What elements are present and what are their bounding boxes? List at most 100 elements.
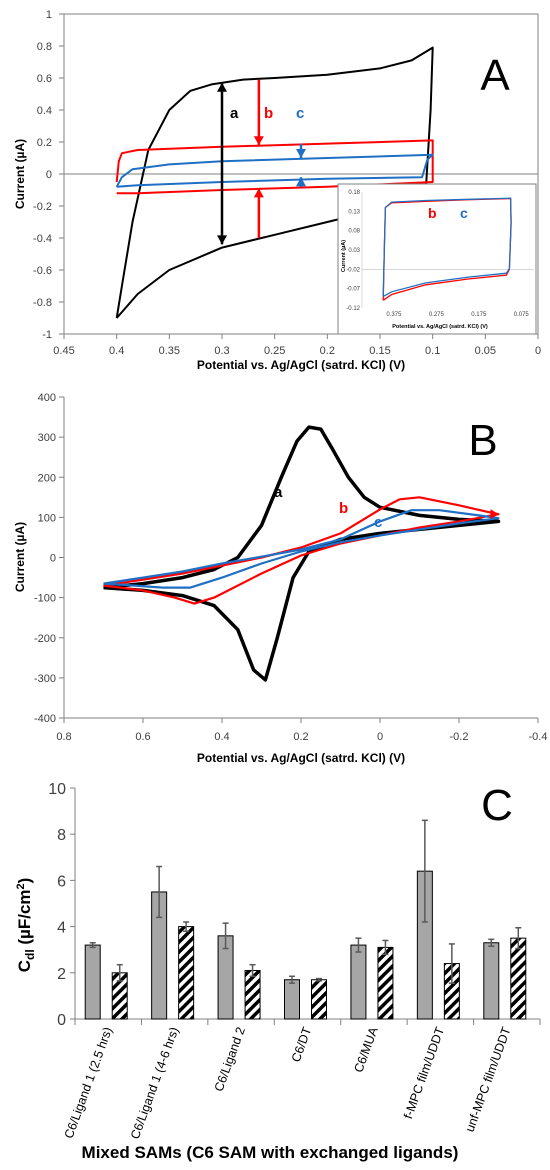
inset-y-tick-label: 0.13 [348, 209, 360, 215]
panel-a-y-tick-label: -0.4 [33, 233, 52, 245]
arrow-a-head [217, 235, 227, 245]
panel-c-category-label: C6/DT [289, 1025, 315, 1064]
curve-label-b: b [339, 500, 348, 517]
panel-a-x-tick-label: 0.4 [109, 345, 124, 357]
panel-b-y-tick-label: 300 [38, 432, 56, 444]
panel-b-y-tick-label: 200 [38, 472, 56, 484]
panel-a-y-tick-label: 0.8 [37, 41, 52, 53]
panel-b-x-tick-label: 0.2 [293, 731, 308, 743]
inset-y-tick-label: -0.07 [346, 287, 360, 293]
inset-x-tick-label: 0.075 [514, 312, 530, 318]
inset-x-tick-label: 0.275 [429, 312, 445, 318]
panel-b-x-tick-label: -0.4 [529, 731, 548, 743]
panel-b-y-tick-label: -300 [34, 673, 56, 685]
panel-a-chart: 0.45 0.4 0.35 0.3 0.25 0.2 0.15 0.1 0.05 0 -1 -0.8… [13, 9, 541, 372]
inset-x-axis-label: Potential vs. Ag/AgCl (satrd. KCl) (V) [392, 324, 488, 330]
panel-b-series-c-curve [103, 509, 500, 589]
panel-b-chart: 0.8 0.6 0.4 0.2 0 -0.2 -0.4 -400 -300 -200 -100 0 1… [13, 392, 547, 765]
panel-a-x-tick-label: 0.35 [159, 345, 180, 357]
inset-series-c-curve [382, 197, 512, 297]
inset-frame [337, 183, 537, 335]
panel-b-y-tick-label: -100 [34, 593, 56, 605]
panel-b-x-tick-label: 0.8 [56, 731, 71, 743]
inset-y-tick-label: -0.02 [346, 267, 360, 273]
panel-a-series-b-curve [115, 139, 434, 195]
inset-y-tick-label: 0.03 [348, 248, 360, 254]
bar-hatched [244, 969, 261, 1020]
panel-a-x-tick-label: 0.05 [475, 345, 496, 357]
panel-c-category-label: C6/Ligand 2 [212, 1025, 248, 1093]
bar-hatched [178, 926, 195, 1020]
panel-c-y-tick-label: 8 [57, 827, 66, 844]
panel-b-x-tick-label: 0.4 [214, 731, 229, 743]
panel-letter-c: C [481, 781, 513, 830]
panel-a-x-tick-label: 0 [535, 345, 541, 357]
panel-b-y-tick-label: 0 [50, 553, 56, 565]
panel-b-red-arrowhead [490, 509, 499, 520]
curve-label-a: a [274, 484, 283, 501]
panel-b-y-tick-label: 100 [38, 512, 56, 524]
panel-letter-a: A [480, 51, 510, 100]
panel-a-inset-chart: 0.375 0.275 0.175 0.075 0.18 0.13 0.08 0.03 -0.… [337, 183, 537, 335]
panel-b-x-tick-label: 0.6 [135, 731, 150, 743]
inset-y-tick-label: 0.18 [348, 190, 360, 196]
arrow-b-bottom-head [253, 188, 264, 198]
bar-hatched [311, 979, 327, 1020]
panel-b-x-tick-label: -0.2 [450, 731, 469, 743]
bar-hatched [377, 946, 394, 1020]
panel-b-x-tick-label: 0 [377, 731, 383, 743]
label-a: a [230, 105, 239, 122]
inset-label-c: c [460, 205, 468, 221]
panel-a-series-c-curve [115, 153, 434, 188]
curve-label-c: c [374, 514, 382, 531]
panel-c-category-label: unf-MPC film/UDDT [463, 1025, 514, 1134]
inset-x-tick-label: 0.375 [386, 312, 402, 318]
panel-b-x-axis-label: Potential vs. Ag/AgCl (satrd. KCl) (V) [197, 751, 405, 765]
label-b: b [264, 105, 273, 122]
panel-b-series-a-curve [103, 425, 501, 682]
bar-solid [350, 944, 367, 1020]
panel-a-y-tick-label: -0.2 [33, 201, 52, 213]
panel-a-y-tick-label: 0.2 [37, 137, 52, 149]
panel-letter-b: B [468, 416, 497, 465]
inset-label-b: b [428, 205, 437, 221]
panel-c-chart: 0 2 4 6 8 10 C6/Ligand 1 (2.5 hrs) C6/Ligand 1… [15, 781, 541, 1162]
panel-a-y-axis-label: Current (µA) [13, 139, 27, 209]
inset-x-tick-label: 0.175 [471, 312, 487, 318]
panel-c-y-tick-label: 2 [57, 966, 66, 983]
panel-a-y-tick-label: 0 [46, 169, 52, 181]
panel-b-y-tick-label: 400 [38, 392, 56, 404]
panel-a-y-tick-label: -0.6 [33, 265, 52, 277]
panel-c-y-tick-label: 10 [48, 781, 66, 798]
bar-solid [284, 979, 300, 1020]
panel-b-y-axis-label: Current (µA) [13, 522, 27, 592]
panel-c-y-tick-label: 4 [57, 920, 66, 937]
panel-a-x-tick-label: 0.3 [214, 345, 229, 357]
panel-a-y-tick-label: -0.8 [33, 297, 52, 309]
arrow-b-top-head [253, 136, 264, 146]
panel-a-x-tick-label: 0.25 [264, 345, 285, 357]
bar-hatched [510, 937, 527, 1020]
panel-b-y-tick-label: -200 [34, 633, 56, 645]
bar-solid [483, 942, 500, 1020]
panel-c-y-tick-label: 6 [57, 873, 66, 890]
panel-a-y-tick-label: 0.4 [37, 105, 52, 117]
panel-c-category-label: C6/Ligand 1 (4-6 hrs) [128, 1025, 182, 1141]
panel-a-x-tick-label: 0.2 [320, 345, 335, 357]
panel-a-x-tick-label: 0.45 [53, 345, 74, 357]
panel-c-category-label: C6/Ligand 1 (2.5 hrs) [62, 1025, 115, 1140]
panel-c-y-tick-label: 0 [57, 1012, 66, 1029]
panel-a-x-tick-label: 0.1 [425, 345, 440, 357]
bar-solid [84, 944, 101, 1020]
arrow-c-top-head [296, 149, 306, 158]
label-c: c [296, 105, 304, 122]
panel-a-y-tick-label: 0.6 [37, 73, 52, 85]
panel-a-series-a-curve [115, 46, 434, 319]
panel-a-y-tick-label: 1 [46, 9, 52, 21]
arrow-a-head-top [217, 82, 227, 92]
panel-b-y-tick-label: -400 [34, 713, 56, 725]
panel-a-y-tick-label: -1 [42, 329, 52, 341]
inset-y-axis-label: Current (µA) [341, 240, 347, 272]
inset-y-tick-label: 0.08 [348, 229, 360, 235]
